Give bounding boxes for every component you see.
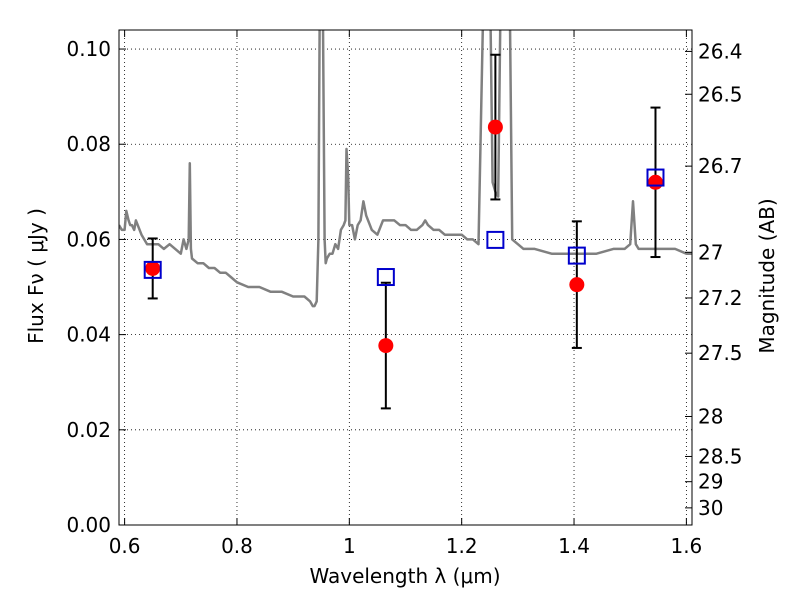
data-point	[647, 174, 663, 190]
y-tick-label: 0.00	[66, 513, 111, 537]
model-photometry-layer	[143, 168, 665, 287]
plot-frame	[118, 29, 693, 526]
x-axis-ticks: 0.6 0.8 1 1.2 1.4 1.6	[109, 30, 702, 558]
model-point	[646, 168, 665, 187]
errorbar-layer	[147, 53, 661, 410]
y-tick-label: 0.02	[66, 418, 111, 442]
x-axis-label: Wavelength λ (μm)	[309, 564, 500, 588]
x-tick-label: 1.6	[670, 534, 702, 558]
y2-tick-label: 26.5	[698, 82, 743, 106]
data-point	[145, 260, 161, 276]
grid	[119, 30, 692, 526]
y2-tick-label: 28	[698, 404, 723, 428]
model-point	[486, 230, 505, 249]
data-point	[487, 119, 503, 135]
x-tick-label: 0.8	[221, 534, 253, 558]
y2-tick-label: 26.7	[698, 154, 743, 178]
y2-tick-label: 26.4	[698, 39, 743, 63]
spectrum-layer	[119, 30, 692, 308]
y-tick-label: 0.08	[66, 132, 111, 156]
model-point	[567, 246, 586, 265]
y2-axis-label: Magnitude (AB)	[755, 198, 779, 353]
y2-tick-label: 27.5	[698, 341, 743, 365]
y-axis-label: Flux Fν ( μJy )	[24, 208, 48, 344]
y2-tick-label: 30	[698, 496, 723, 520]
y-axis-ticks: 0.00 0.02 0.04 0.06 0.08 0.10	[66, 37, 126, 537]
data-point	[378, 338, 394, 354]
model-point	[376, 268, 395, 287]
x-tick-label: 0.6	[109, 534, 141, 558]
y-tick-label: 0.10	[66, 37, 111, 61]
spectrum-line	[119, 30, 692, 308]
model-point	[143, 260, 162, 279]
y2-tick-label: 27	[698, 240, 723, 264]
y2-tick-label: 27.2	[698, 286, 743, 310]
y-tick-label: 0.06	[66, 227, 111, 251]
x-tick-label: 1.2	[446, 534, 478, 558]
data-point	[569, 277, 585, 293]
y-tick-label: 0.04	[66, 323, 111, 347]
y2-tick-label: 28.5	[698, 444, 743, 468]
y2-tick-label: 29	[698, 470, 723, 494]
x-tick-label: 1.4	[558, 534, 590, 558]
photometry-layer	[145, 119, 663, 354]
x-tick-label: 1	[343, 534, 356, 558]
